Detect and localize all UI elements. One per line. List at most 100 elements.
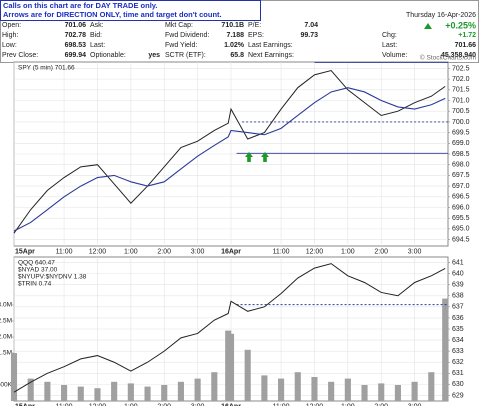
field-label: Last: [382, 42, 397, 49]
y-tick-label: 636 [452, 315, 464, 322]
y-tick-label: 701.0 [452, 97, 470, 104]
field-label: Mkt Cap: [165, 22, 193, 29]
notice-line: Arrows are for DIRECTION ONLY, time and … [3, 10, 222, 19]
volume-bar [94, 388, 101, 401]
volume-bar [244, 349, 251, 401]
volume-bar [428, 372, 435, 401]
volume-bar [211, 372, 218, 401]
legend-entry: $NYAD 37.00 [18, 267, 58, 274]
volume-bar [44, 381, 51, 401]
y-tick-label: 701.5 [452, 87, 470, 94]
volume-bar [311, 377, 318, 401]
up-arrow [245, 152, 253, 162]
volume-bar [61, 385, 68, 401]
volume-bar [361, 385, 368, 401]
field-value: 7.188 [226, 32, 244, 39]
volume-bar [278, 378, 285, 401]
volume-bar [378, 383, 385, 401]
y-tick-label: 696.5 [452, 194, 470, 201]
x-tick-label: 1:00 [341, 248, 355, 255]
volume-bar [10, 353, 18, 401]
y-tick-label: 641 [452, 259, 464, 266]
y-tick-label: 634 [452, 337, 464, 344]
y-tick-label: 640 [452, 270, 464, 277]
volume-bar [411, 381, 418, 401]
field-label: Ask: [90, 22, 104, 29]
up-arrow [260, 152, 269, 162]
y-tick-label: 696.0 [452, 204, 470, 211]
field-label: Fwd Yield: [165, 42, 197, 49]
volume-bar [127, 383, 134, 401]
series-line [13, 69, 446, 234]
field-label: High: [2, 32, 18, 39]
field-label: P/E: [248, 22, 261, 29]
x-tick-label: 11:00 [273, 248, 290, 255]
y-tick-label: 632 [452, 359, 464, 366]
field-label: Open: [2, 22, 21, 29]
volume-bar [111, 381, 118, 401]
x-tick-label: 12:00 [89, 248, 107, 255]
field-value: yes [148, 52, 160, 59]
y-tick-label: 697.0 [452, 183, 470, 190]
y-tick-label: 638 [452, 293, 464, 300]
x-tick-label: 2:00 [374, 248, 388, 255]
volume-bar [177, 381, 184, 401]
y-tick-label: 702.0 [452, 76, 470, 83]
notice-line: Calls on this chart are for DAY TRADE on… [3, 1, 157, 10]
legend-entry: $TRIN 0.74 [18, 281, 52, 288]
field-value: 65.8 [230, 52, 244, 59]
field-label: Prev Close: [2, 52, 38, 59]
y-tick-label: 695.0 [452, 226, 470, 233]
x-tick-label: 3:00 [191, 248, 205, 255]
volume-bar [144, 386, 151, 401]
change-percent: +0.25% [445, 20, 476, 30]
series-line [13, 263, 446, 393]
watermark: © StockCharts.com [420, 54, 476, 62]
y-tick-label: 695.5 [452, 215, 470, 222]
x-tick-label: 16Apr [221, 248, 241, 255]
notice-box [0, 0, 261, 21]
y-tick-label: 698.5 [452, 151, 470, 158]
y-tick-label: 637 [452, 304, 464, 311]
y-tick-label: 631 [452, 370, 464, 377]
y-tick-label: 629 [452, 392, 464, 399]
y2-tick-label: 500K [0, 382, 13, 389]
y-tick-label: 700.0 [452, 119, 470, 126]
y-tick-label: 698.0 [452, 162, 470, 169]
field-label: Optionable: [90, 52, 126, 59]
field-value: 701.06 [65, 22, 87, 29]
x-tick-label: 1:00 [124, 248, 138, 255]
field-label: SCTR (ETF): [165, 52, 206, 59]
header: Open: 701.06 High: 702.78 Low: 698.53 Prev Clo… [2, 12, 476, 59]
y-tick-label: 700.5 [452, 108, 470, 115]
y-tick-label: 702.5 [452, 65, 470, 72]
x-tick-label: 11:00 [56, 248, 73, 255]
field-value: 45,358,940 [441, 52, 476, 59]
legend-entry: QQQ 640.47 [18, 260, 55, 267]
y2-tick-label: 2.5M [0, 318, 12, 325]
field-value: 701.66 [455, 42, 477, 49]
volume-bar [294, 372, 301, 401]
y-tick-label: 633 [452, 348, 464, 355]
date: Thursday 16-Apr-2026 [406, 12, 476, 19]
field-value: 1.02% [224, 42, 245, 49]
field-value: 7.04 [304, 22, 318, 29]
field-value: 99.73 [300, 32, 318, 39]
y2-tick-label: 1.5M [0, 350, 12, 357]
x-tick-label: 15Apr [15, 248, 35, 255]
field-value: 710.1B [221, 22, 244, 29]
field-value: 702.78 [65, 32, 87, 39]
field-label: EPS: [248, 32, 264, 39]
volume-bar [194, 378, 201, 401]
y-tick-label: 699.5 [452, 129, 470, 136]
x-tick-label: 3:00 [408, 248, 422, 255]
volume-bar [261, 375, 268, 401]
field-value: 699.94 [65, 52, 87, 59]
volume-bar [227, 333, 235, 401]
field-label: Chg: [382, 32, 397, 39]
up-triangle [424, 23, 432, 29]
y-tick-label: 694.5 [452, 236, 470, 243]
field-value: +1.72 [458, 32, 476, 39]
